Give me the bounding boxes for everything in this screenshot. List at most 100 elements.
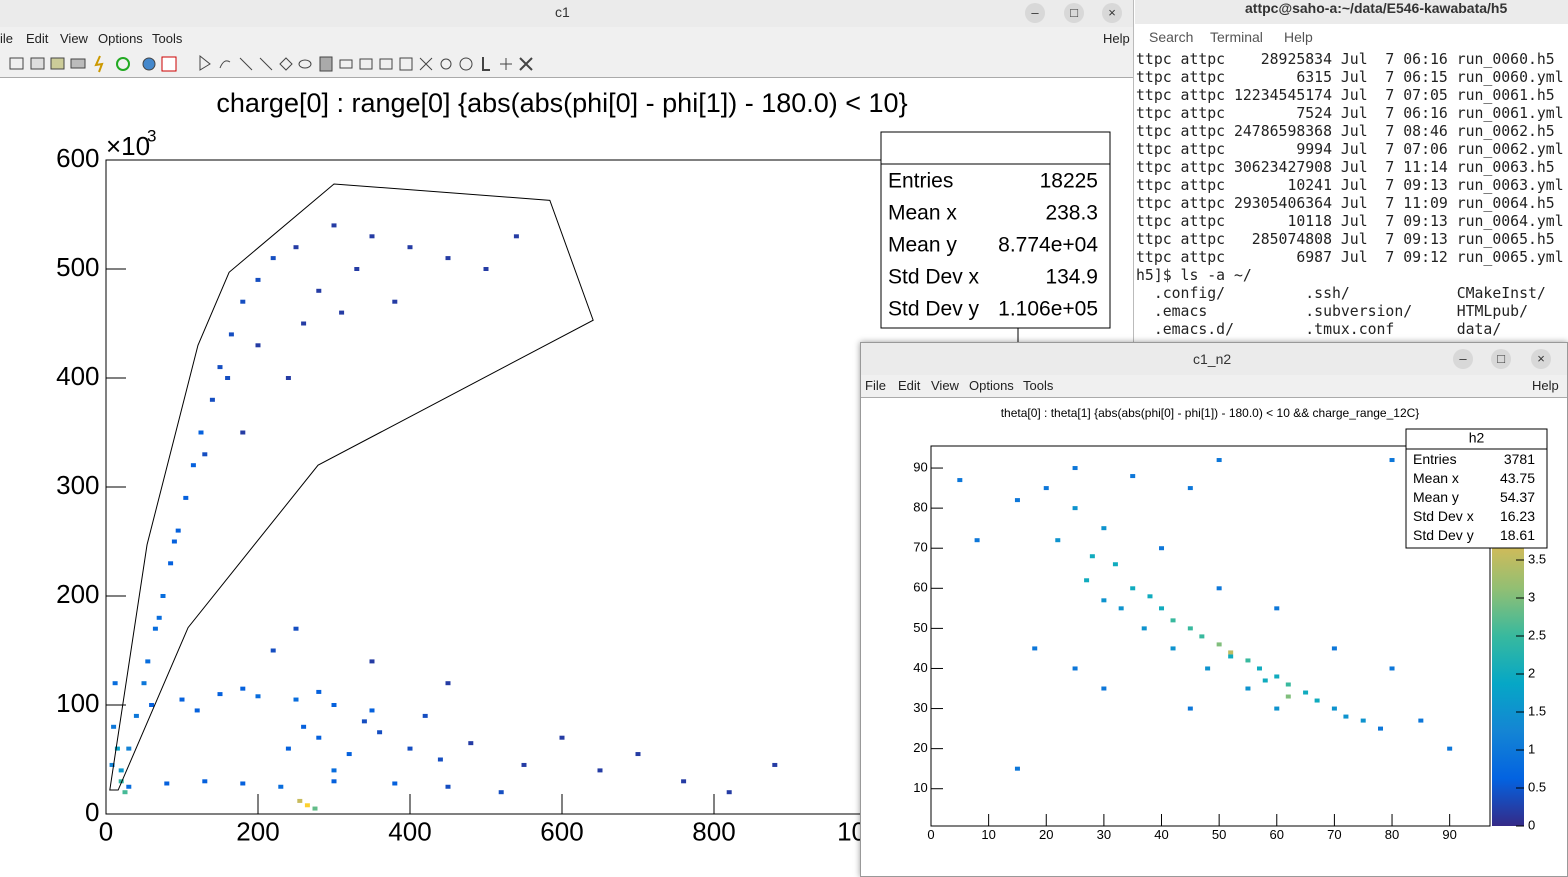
bin-cell bbox=[278, 784, 284, 789]
x-tick-label: 40 bbox=[1154, 827, 1168, 842]
bin-cell bbox=[1256, 666, 1262, 671]
bin-cell bbox=[1043, 486, 1049, 491]
x-tick-label: 0 bbox=[99, 816, 113, 846]
tool-icon[interactable] bbox=[219, 60, 231, 69]
tool-icon[interactable] bbox=[500, 58, 512, 70]
menu-item[interactable]: Options bbox=[98, 31, 143, 46]
menu-item[interactable]: Help bbox=[1532, 378, 1559, 393]
terminal-line: ttpc attpc 7524 Jul 7 06:16 run_0061.yml bbox=[1136, 105, 1564, 122]
terminal-line: ttpc attpc 10241 Jul 7 09:13 run_0063.ym… bbox=[1136, 177, 1564, 194]
tool-icon[interactable] bbox=[519, 57, 533, 71]
tool-icon[interactable] bbox=[142, 57, 156, 71]
tool-icon[interactable] bbox=[30, 57, 45, 70]
x-tick-label: 200 bbox=[236, 816, 279, 846]
stats-value: 16.23 bbox=[1500, 508, 1535, 524]
menu-item[interactable]: ile bbox=[0, 31, 14, 46]
bin-cell bbox=[1274, 606, 1280, 611]
terminal-line: h5]$ ls -a ~/ bbox=[1136, 267, 1252, 284]
menu-item[interactable]: Edit bbox=[898, 378, 921, 393]
terminal-line: .emacs.d/ .tmux.conf data/ bbox=[1136, 321, 1502, 338]
bin-cell bbox=[1014, 766, 1020, 771]
x-tick-label: 80 bbox=[1385, 827, 1399, 842]
minimize-button[interactable]: – bbox=[1453, 349, 1473, 369]
bin-cell bbox=[160, 594, 166, 598]
maximize-button[interactable]: □ bbox=[1064, 3, 1084, 23]
terminal-line: .emacs .subversion/ HTMLpub/ bbox=[1136, 303, 1528, 320]
tool-icon[interactable] bbox=[482, 57, 490, 71]
bin-cell bbox=[369, 234, 375, 239]
bin-cell bbox=[1205, 666, 1211, 671]
bin-cell bbox=[331, 768, 337, 773]
axis-multiplier-exponent: 3 bbox=[147, 126, 156, 145]
bin-cell bbox=[270, 256, 276, 261]
menu-item[interactable]: Tools bbox=[152, 31, 183, 46]
bin-cell bbox=[1130, 474, 1136, 479]
bin-cell bbox=[255, 277, 261, 282]
minimize-button[interactable]: – bbox=[1025, 3, 1045, 23]
tool-icon[interactable] bbox=[359, 58, 373, 70]
bin-cell bbox=[1032, 646, 1038, 651]
stats-value: 43.75 bbox=[1500, 470, 1535, 486]
tool-icon[interactable] bbox=[50, 57, 65, 70]
menu-item[interactable]: Terminal bbox=[1210, 29, 1263, 45]
tool-icon[interactable] bbox=[94, 55, 104, 73]
menu-item[interactable]: View bbox=[931, 378, 959, 393]
axis-multiplier: ×10 bbox=[106, 131, 150, 161]
bin-cell bbox=[240, 686, 246, 691]
z-tick-label: 1.5 bbox=[1528, 703, 1546, 718]
tool-icon[interactable] bbox=[239, 57, 293, 71]
bin-cell bbox=[1389, 458, 1395, 463]
tool-icon[interactable] bbox=[399, 57, 413, 71]
z-tick-label: 0 bbox=[1528, 817, 1535, 832]
menu-item[interactable]: Options bbox=[969, 378, 1014, 393]
z-tick-label: 0.5 bbox=[1528, 779, 1546, 794]
menu-item[interactable]: View bbox=[60, 31, 88, 46]
graphical-cut bbox=[109, 183, 594, 791]
tool-icon[interactable] bbox=[459, 57, 473, 71]
stats-label: Mean y bbox=[1413, 489, 1459, 505]
tool-icon[interactable] bbox=[70, 58, 86, 69]
z-tick-label: 3 bbox=[1528, 589, 1535, 604]
bin-cell bbox=[1187, 626, 1193, 631]
y-tick-label: 60 bbox=[913, 580, 927, 595]
tool-icon[interactable] bbox=[298, 59, 312, 69]
close-button[interactable]: × bbox=[1102, 3, 1122, 23]
tool-icon[interactable] bbox=[199, 54, 211, 71]
terminal-line: ttpc attpc 285074808 Jul 7 09:13 run_006… bbox=[1136, 231, 1555, 248]
bin-cell bbox=[1343, 714, 1349, 719]
bin-cell bbox=[346, 752, 352, 757]
bin-cell bbox=[1216, 586, 1222, 591]
bin-cell bbox=[498, 790, 504, 795]
tool-icon[interactable] bbox=[440, 58, 452, 70]
menu-item[interactable]: Search bbox=[1149, 29, 1194, 45]
menu-item[interactable]: Help bbox=[1284, 29, 1313, 45]
tool-icon[interactable] bbox=[116, 57, 130, 71]
tool-icon[interactable] bbox=[379, 58, 393, 70]
bin-cell bbox=[126, 784, 132, 789]
menu-item[interactable]: Help bbox=[1103, 31, 1130, 46]
x-tick-label: 400 bbox=[388, 816, 431, 846]
y-tick-label: 100 bbox=[56, 688, 99, 718]
tool-icon[interactable] bbox=[339, 59, 353, 69]
menu-item[interactable]: File bbox=[865, 378, 886, 393]
bin-cell bbox=[301, 321, 307, 326]
terminal-line: ttpc attpc 6987 Jul 7 09:12 run_0065.yml bbox=[1136, 249, 1564, 266]
stats-value: 3781 bbox=[1504, 451, 1535, 467]
plot-frame bbox=[930, 445, 1491, 827]
bin-cell bbox=[1159, 606, 1165, 611]
tool-icon[interactable] bbox=[9, 57, 24, 70]
tool-icon[interactable] bbox=[419, 57, 433, 71]
stats-value: 18225 bbox=[1040, 170, 1098, 193]
tool-icon[interactable] bbox=[319, 56, 333, 72]
menu-item[interactable]: Edit bbox=[26, 31, 49, 46]
bin-cell bbox=[361, 719, 367, 724]
close-button[interactable]: × bbox=[1531, 349, 1551, 369]
bin-cell bbox=[225, 376, 231, 380]
bin-cell bbox=[1285, 694, 1291, 699]
maximize-button[interactable]: □ bbox=[1491, 349, 1511, 369]
bin-cell bbox=[316, 735, 322, 740]
tool-icon[interactable] bbox=[161, 56, 177, 72]
bin-cell bbox=[974, 538, 980, 543]
menu-item[interactable]: Tools bbox=[1023, 378, 1054, 393]
bin-cell bbox=[171, 539, 177, 544]
